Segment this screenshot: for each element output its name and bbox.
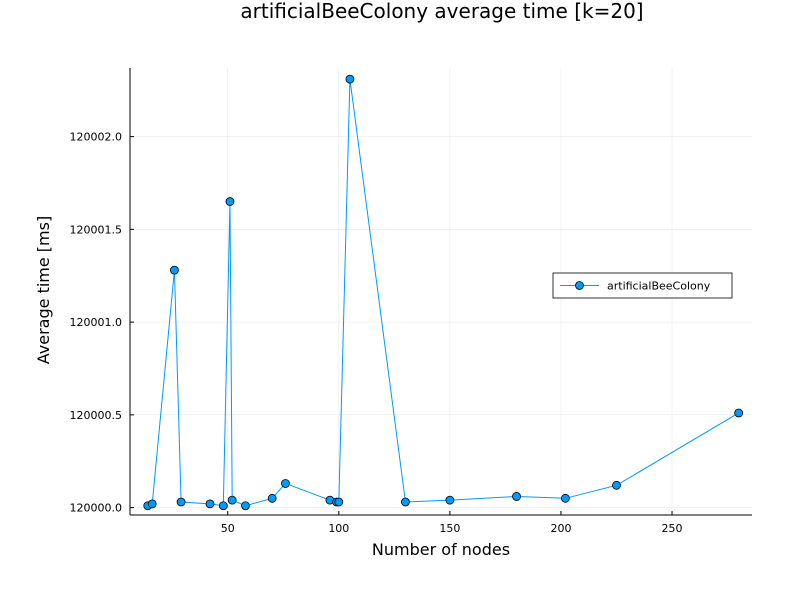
data-point [176,497,186,507]
x-axis-label: Number of nodes [372,540,510,559]
data-point [241,501,250,511]
y-tick-label: 120002.0 [70,131,123,144]
data-point [281,479,290,488]
data-point [734,408,744,418]
x-tick-label: 150 [439,522,460,535]
x-tick-label: 200 [550,522,571,535]
data-point [445,495,455,505]
x-tick-label: 100 [328,522,349,535]
legend-marker [575,281,584,290]
data-point [267,493,277,503]
legend: artificialBeeColony [552,272,733,299]
data-point [612,480,621,490]
y-tick-label: 120001.5 [70,223,123,236]
data-point [334,497,344,507]
data-point [401,497,410,507]
data-point [147,499,157,509]
x-tick-label: 50 [221,522,235,535]
y-tick-label: 120001.0 [70,316,123,329]
data-point [205,499,215,509]
legend-label: artificialBeeColony [607,280,711,293]
data-point [218,501,228,511]
chart-title: artificialBeeColony average time [k=20] [240,0,643,23]
y-tick-label: 120000.0 [70,502,123,515]
data-point [512,492,521,501]
y-axis-label: Average time [ms] [34,216,53,364]
x-tick-label: 250 [662,522,683,535]
data-point [561,493,570,503]
data-point [170,265,179,275]
data-point [225,197,235,206]
series-layer [143,74,744,511]
y-tick-label: 120000.5 [70,409,123,422]
data-point [227,495,237,505]
data-point [345,74,355,84]
axes: 50 100 150 200 250 120000.0 120000.5 120001.0 12… [70,68,752,535]
